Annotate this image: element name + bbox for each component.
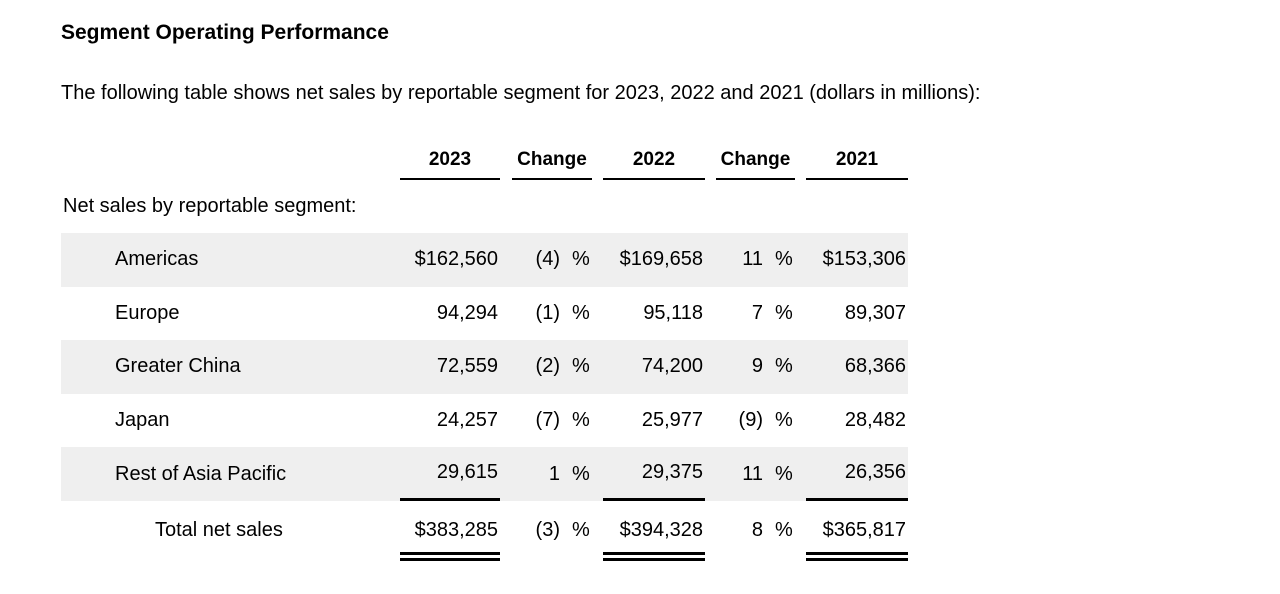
table-row-europe: Europe 94,294 (1)% 95,118 7% 89,307 xyxy=(61,287,908,341)
change-2022: (9)% xyxy=(716,394,795,448)
column-header-2021: 2021 xyxy=(806,135,908,180)
table-row-japan: Japan 24,257 (7)% 25,977 (9)% 28,482 xyxy=(61,394,908,448)
change-value: (1) xyxy=(535,301,560,324)
percent-sign: % xyxy=(572,409,590,432)
segment-label: Americas xyxy=(115,248,199,271)
change-2022: 11% xyxy=(716,233,795,287)
change-2022: 9% xyxy=(716,340,795,394)
total-change-2022: 8% xyxy=(716,501,795,561)
value-2021: 68,366 xyxy=(844,355,906,378)
change-2022: 11% xyxy=(716,447,795,501)
change-value: 9 xyxy=(751,355,763,378)
segment-performance-table: 2023 Change 2022 Change 2021 Net sales b… xyxy=(61,135,908,561)
segment-label: Rest of Asia Pacific xyxy=(115,462,287,485)
value-2023: 72,559 xyxy=(436,355,498,378)
table-row-americas: Americas $162,560 (4)% $169,658 11% $153… xyxy=(61,233,908,287)
percent-sign: % xyxy=(775,355,793,378)
column-header-2022: 2022 xyxy=(603,135,705,180)
change-2022: 7% xyxy=(716,287,795,341)
percent-sign: % xyxy=(775,301,793,324)
change-value: 7 xyxy=(751,301,763,324)
page-title: Segment Operating Performance xyxy=(61,21,389,44)
percent-sign: % xyxy=(572,462,590,485)
section-label: Net sales by reportable segment: xyxy=(63,195,357,217)
change-value: (2) xyxy=(535,355,560,378)
percent-sign: % xyxy=(775,462,793,485)
total-label: Total net sales xyxy=(155,519,283,542)
value-2022: 95,118 xyxy=(643,301,703,324)
value-2022: $169,658 xyxy=(619,248,703,271)
column-header-change-2: Change xyxy=(716,135,795,180)
change-2023: (7)% xyxy=(512,394,592,448)
change-2023: (1)% xyxy=(512,287,592,341)
change-value: 1 xyxy=(548,462,560,485)
total-value-2021: $365,817 xyxy=(806,501,908,561)
percent-sign: % xyxy=(572,519,590,542)
table-row-total: Total net sales $383,285 (3)% $394,328 8… xyxy=(61,501,908,561)
change-value: 11 xyxy=(742,462,763,485)
change-value: (3) xyxy=(535,519,560,542)
change-value: 8 xyxy=(751,519,763,542)
intro-text: The following table shows net sales by r… xyxy=(61,82,981,104)
percent-sign: % xyxy=(572,248,590,271)
change-value: (7) xyxy=(535,409,560,432)
value-2023: $162,560 xyxy=(414,248,498,271)
value-2022: 74,200 xyxy=(641,355,703,378)
percent-sign: % xyxy=(775,409,793,432)
table-row-rest-of-asia-pacific: Rest of Asia Pacific 29,615 1% 29,375 11… xyxy=(61,447,908,501)
change-value: (9) xyxy=(738,409,763,432)
segment-label: Japan xyxy=(115,409,170,432)
value-2021: 89,307 xyxy=(844,301,906,324)
column-header-2023: 2023 xyxy=(400,135,500,180)
percent-sign: % xyxy=(775,519,793,542)
total-change-2023: (3)% xyxy=(512,501,592,561)
value-2021: 28,482 xyxy=(844,409,906,432)
value-2021: $153,306 xyxy=(822,248,906,271)
value-2023: 94,294 xyxy=(436,301,498,324)
value-2023: 29,615 xyxy=(400,447,500,501)
column-header-change-1: Change xyxy=(512,135,592,180)
header-spacer xyxy=(61,135,400,180)
change-value: (4) xyxy=(535,248,560,271)
value-2021: 26,356 xyxy=(806,447,908,501)
value-2022: 25,977 xyxy=(641,409,703,432)
table-row-greater-china: Greater China 72,559 (2)% 74,200 9% 68,3… xyxy=(61,340,908,394)
percent-sign: % xyxy=(572,355,590,378)
total-value-2022: $394,328 xyxy=(603,501,705,561)
value-2023: 24,257 xyxy=(436,409,498,432)
percent-sign: % xyxy=(775,248,793,271)
segment-label: Europe xyxy=(115,301,180,324)
percent-sign: % xyxy=(572,301,590,324)
change-value: 11 xyxy=(742,248,763,271)
change-2023: 1% xyxy=(512,447,592,501)
change-2023: (4)% xyxy=(512,233,592,287)
section-row: Net sales by reportable segment: xyxy=(61,180,908,233)
segment-label: Greater China xyxy=(115,355,241,378)
total-value-2023: $383,285 xyxy=(400,501,500,561)
change-2023: (2)% xyxy=(512,340,592,394)
table-header-row: 2023 Change 2022 Change 2021 xyxy=(61,135,908,180)
value-2022: 29,375 xyxy=(603,447,705,501)
